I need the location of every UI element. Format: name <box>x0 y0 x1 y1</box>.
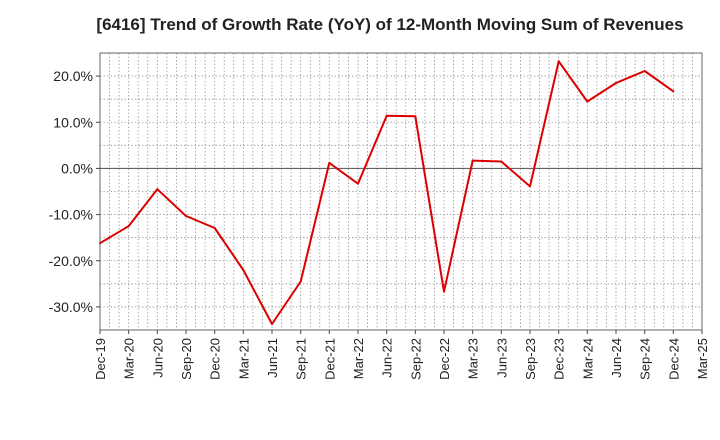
x-tick-label: Sep-23 <box>523 338 538 380</box>
x-tick-label: Dec-22 <box>437 338 452 380</box>
chart-title: [6416] Trend of Growth Rate (YoY) of 12-… <box>96 15 683 34</box>
data-point <box>185 214 187 217</box>
data-point <box>529 185 531 188</box>
x-tick-label: Jun-22 <box>380 338 395 378</box>
x-tick-label: Mar-25 <box>695 338 710 379</box>
y-tick-label: 20.0% <box>53 68 93 84</box>
y-axis: -30.0% -20.0% -10.0% 0.0% 10.0% 20.0% <box>49 68 702 315</box>
x-tick-label: Dec-21 <box>322 338 337 380</box>
data-point <box>500 160 503 163</box>
x-tick-label: Dec-24 <box>666 338 681 380</box>
y-tick-label: -30.0% <box>49 299 93 315</box>
data-point <box>414 115 417 118</box>
data-point <box>586 100 589 103</box>
data-point <box>443 290 445 293</box>
x-tick-label: Jun-23 <box>494 338 509 378</box>
x-tick-label: Jun-20 <box>150 338 165 378</box>
y-tick-label: -10.0% <box>49 207 93 223</box>
data-point <box>385 114 388 117</box>
y-tick-label: -20.0% <box>49 253 93 269</box>
x-tick-label: Jun-21 <box>265 338 280 378</box>
x-tick-label: Jun-24 <box>609 338 624 378</box>
y-tick-label: 10.0% <box>53 114 93 130</box>
data-point <box>213 226 216 229</box>
data-point <box>643 70 646 73</box>
data-point <box>328 161 331 164</box>
data-point <box>357 182 359 185</box>
data-point <box>271 322 273 325</box>
data-point <box>672 90 675 93</box>
x-tick-label: Dec-20 <box>208 338 223 380</box>
x-tick-label: Mar-24 <box>580 338 595 379</box>
x-tick-label: Sep-21 <box>294 338 309 380</box>
x-tick-label: Dec-23 <box>552 338 567 380</box>
data-point <box>99 242 101 245</box>
x-tick-label: Sep-20 <box>179 338 194 380</box>
data-point <box>299 280 302 283</box>
data-point <box>127 225 130 228</box>
data-point <box>156 188 159 191</box>
y-tick-label: 0.0% <box>61 160 93 176</box>
x-tick-label: Dec-19 <box>93 338 108 380</box>
x-tick-label: Mar-22 <box>351 338 366 379</box>
grid <box>100 53 702 330</box>
data-point <box>242 268 245 271</box>
plot-frame <box>99 52 703 331</box>
x-tick-label: Mar-20 <box>122 338 137 379</box>
x-axis: Dec-19 Mar-20 Jun-20 Sep-20 Dec-20 Mar-21 Jun-… <box>93 330 710 380</box>
data-point <box>471 159 474 162</box>
series-layer <box>99 60 675 325</box>
data-point <box>615 82 617 85</box>
x-tick-label: Sep-22 <box>408 338 423 380</box>
x-tick-label: Sep-24 <box>638 338 653 380</box>
data-point <box>557 60 560 63</box>
x-tick-label: Mar-23 <box>466 338 481 379</box>
x-tick-label: Mar-21 <box>236 338 251 379</box>
